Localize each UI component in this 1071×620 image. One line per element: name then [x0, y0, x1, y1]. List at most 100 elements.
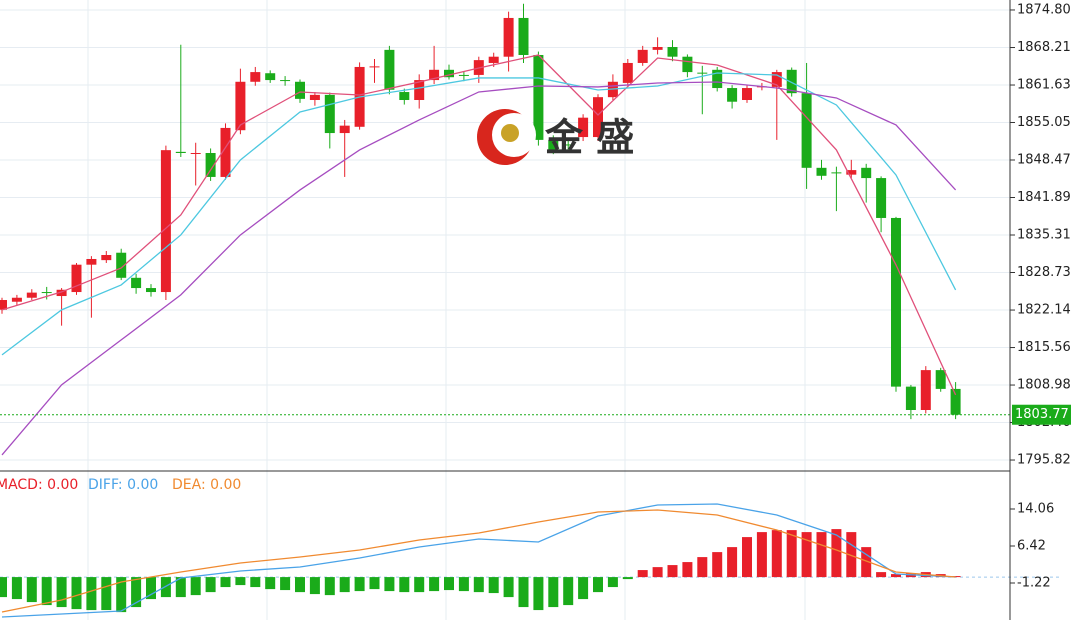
- macd-bar: [831, 529, 842, 578]
- macd-bar: [220, 577, 231, 588]
- macd-bar: [518, 577, 529, 608]
- macd-bar: [205, 577, 216, 593]
- y-tick-label: 1815.56: [1017, 340, 1071, 355]
- candle-body: [816, 167, 827, 176]
- y-tick-label: 1808.98: [1017, 378, 1071, 393]
- candle-body: [533, 54, 544, 140]
- candle-body: [26, 292, 37, 298]
- candle-body: [876, 178, 887, 218]
- candle-body: [205, 153, 216, 177]
- macd-bar: [131, 577, 142, 608]
- candle-body: [265, 73, 276, 81]
- line-series: [1, 81, 957, 456]
- legend-entry: DIFF: 0.00: [88, 477, 158, 493]
- candle-body: [682, 56, 693, 73]
- candle-body: [190, 153, 201, 155]
- macd-bar: [548, 577, 559, 608]
- macd-bar: [622, 577, 633, 580]
- macd-bar: [667, 565, 678, 578]
- macd-bar: [861, 547, 872, 578]
- candle-body: [518, 17, 529, 55]
- macd-bar: [637, 570, 648, 578]
- macd-bar: [563, 577, 574, 606]
- macd-bar: [742, 537, 752, 578]
- macd-bar: [280, 577, 291, 591]
- macd-bar: [488, 577, 499, 594]
- candle-body: [831, 172, 842, 174]
- plot: [0, 3, 1060, 618]
- candle-body: [712, 69, 723, 89]
- candle-body: [920, 370, 931, 410]
- macd-bar: [697, 557, 708, 578]
- candle-body: [727, 88, 738, 102]
- macd-bar: [175, 577, 186, 598]
- candle-body: [101, 255, 112, 261]
- macd-bar: [295, 577, 305, 593]
- macd-bar: [190, 577, 201, 596]
- candle-body: [637, 49, 648, 63]
- macd-bar: [458, 577, 469, 592]
- current-price-box: [1012, 404, 1071, 425]
- macd-bar: [593, 577, 603, 593]
- candle-body: [861, 167, 872, 179]
- macd-bar: [116, 577, 127, 613]
- y-tick-label: 1868.21: [1017, 40, 1071, 55]
- candle-body: [175, 151, 186, 154]
- y-tick-label: 1822.14: [1017, 303, 1071, 318]
- candle-body: [250, 72, 261, 82]
- candle-body: [131, 277, 142, 289]
- macd-bar: [503, 577, 514, 598]
- macd-bar: [607, 577, 618, 588]
- candle-body: [309, 94, 320, 101]
- macd-bar: [652, 567, 663, 578]
- candle-body: [295, 81, 305, 99]
- candle-body: [399, 92, 410, 101]
- macd-bar: [309, 577, 320, 595]
- candle-body: [414, 80, 425, 101]
- macd-bar: [444, 577, 454, 591]
- candle-body: [235, 81, 246, 131]
- macd-bar: [756, 532, 767, 578]
- line-series: [1, 503, 956, 618]
- macd-bar: [86, 577, 97, 611]
- candle-body: [116, 252, 127, 278]
- macd-bar: [71, 577, 82, 610]
- macd-bar: [786, 530, 797, 578]
- candle-body: [950, 388, 961, 415]
- candle-body: [667, 47, 678, 57]
- candle-body: [324, 94, 335, 134]
- logo-dot: [501, 124, 519, 142]
- y-tick-label: 1795.82: [1017, 453, 1071, 468]
- candle-body: [503, 17, 514, 57]
- candle-body: [41, 292, 52, 294]
- candle-body: [339, 125, 350, 134]
- macd-bar: [712, 552, 723, 578]
- legend-entry: MACD: 0.00: [0, 477, 78, 493]
- candle-body: [220, 127, 231, 177]
- macd-bar: [250, 577, 261, 588]
- macd-bar: [846, 532, 857, 578]
- candle-body: [578, 117, 589, 138]
- macd-bar: [369, 577, 380, 590]
- line-series: [1, 72, 957, 356]
- candle-body: [160, 150, 171, 293]
- watermark-logo: [477, 109, 536, 165]
- macd-bar: [533, 577, 544, 611]
- macd-bar: [801, 532, 812, 578]
- candle-body: [846, 170, 857, 175]
- macd-bar: [473, 577, 484, 593]
- macd-bar: [41, 577, 52, 606]
- macd-bar: [771, 530, 782, 578]
- candle-body: [652, 47, 663, 50]
- candle-body: [697, 72, 708, 74]
- candle-body: [369, 66, 380, 68]
- y-tick-label: 1861.63: [1017, 78, 1071, 93]
- candle-body: [488, 56, 499, 63]
- macd-bar: [160, 577, 171, 598]
- macd-bar: [399, 577, 410, 593]
- macd-bar: [429, 577, 440, 592]
- macd-bar: [324, 577, 335, 596]
- candle-body: [0, 300, 7, 310]
- macd-bar: [339, 577, 350, 593]
